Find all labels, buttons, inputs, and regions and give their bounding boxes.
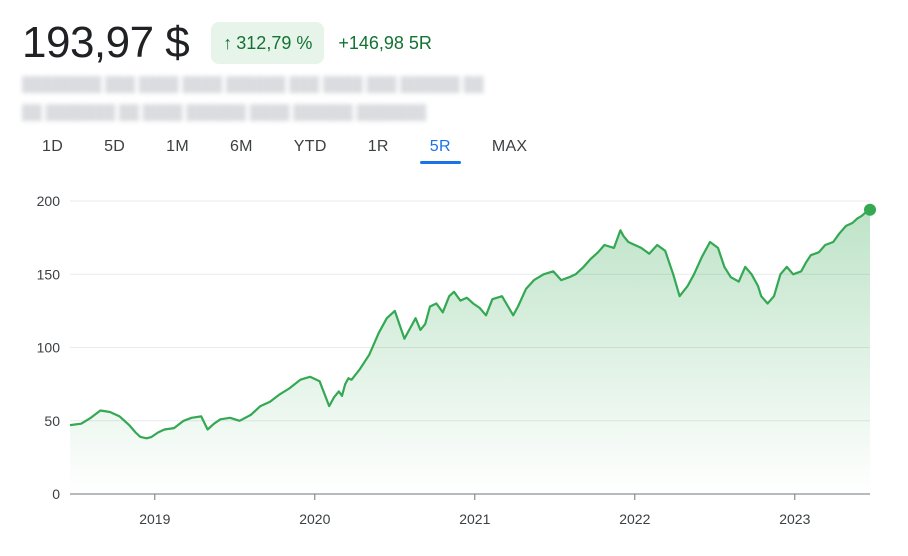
x-tick-label: 2020 <box>299 511 330 527</box>
arrow-up-icon: ↑ <box>223 32 233 53</box>
y-tick-label: 200 <box>37 193 61 209</box>
tab-range-5r[interactable]: 5R <box>418 134 463 164</box>
x-tick-label: 2021 <box>459 511 490 527</box>
change-absolute: +146,98 5R <box>338 32 432 53</box>
tab-range-1m[interactable]: 1M <box>166 138 189 155</box>
price-area <box>70 209 870 495</box>
x-tick-label: 2023 <box>779 511 810 527</box>
price-chart: 0 50 100 150 200 2019 2020 2021 2022 2023 <box>37 193 876 527</box>
stock-price: 193,97 $ <box>22 18 190 67</box>
change-percent-badge: ↑ 312,79 % <box>211 22 325 64</box>
tab-range-1r[interactable]: 1R <box>367 138 389 155</box>
x-tick-label: 2022 <box>619 511 650 527</box>
time-range-tabs: 1D 5D 1M 6M YTD 1R 5R MAX <box>30 134 556 164</box>
tab-range-ytd[interactable]: YTD <box>293 138 327 155</box>
x-tick-label: 2019 <box>139 511 170 527</box>
change-percent: 312,79 % <box>236 32 313 53</box>
tab-range-5d[interactable]: 5D <box>104 138 126 155</box>
y-tick-label: 0 <box>52 486 60 502</box>
tab-range-1d[interactable]: 1D <box>42 138 64 155</box>
tab-range-6m[interactable]: 6M <box>229 138 253 155</box>
current-price-marker <box>864 203 876 216</box>
price-line <box>69 208 871 440</box>
y-tick-label: 50 <box>44 413 60 429</box>
blurred-meta-line-1: ████████ ███ ████ ████ ██████ ███ ████ █… <box>22 76 484 92</box>
quote-header: 193,97 $ ↑ 312,79 % +146,98 5R <box>22 18 432 68</box>
y-tick-label: 100 <box>37 340 61 356</box>
tab-range-max[interactable]: MAX <box>491 138 528 155</box>
y-tick-label: 150 <box>37 266 61 282</box>
blurred-meta-line-2: ██ ███████ ██ ████ ██████ ████ ██████ ██… <box>22 104 427 120</box>
